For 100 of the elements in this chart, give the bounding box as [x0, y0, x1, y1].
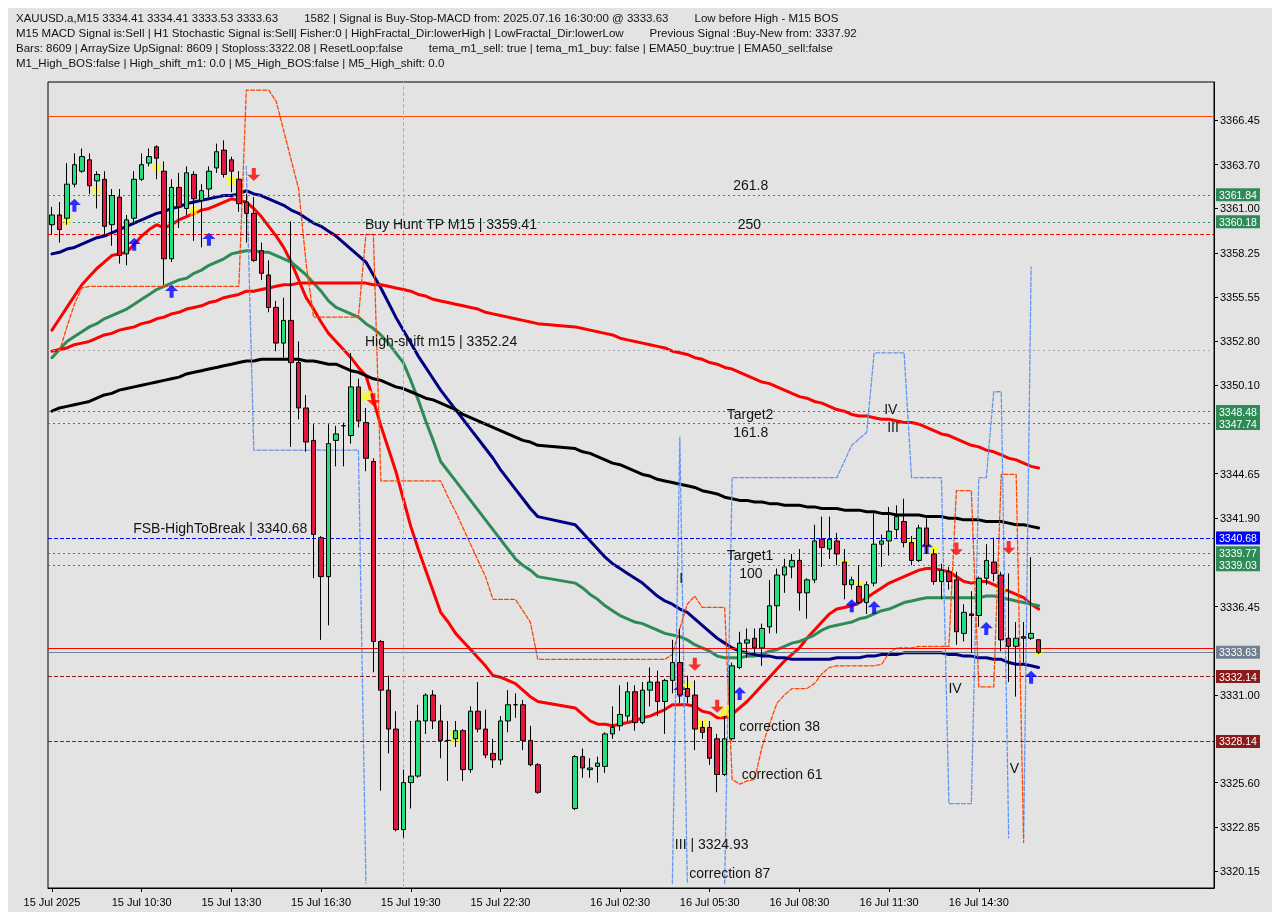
candlestick: [154, 144, 159, 180]
point: [688, 657, 702, 671]
y-tick-label: 3352.80: [1220, 335, 1260, 348]
candlestick: [528, 725, 533, 767]
annotation: correction 87: [689, 865, 771, 882]
candlestick: [259, 242, 264, 281]
candlestick: [221, 139, 227, 179]
candlestick: [610, 705, 615, 740]
annotation: 161.8: [733, 423, 769, 440]
candlestick: [438, 704, 443, 759]
y-tick-label: 3320.15: [1220, 864, 1260, 877]
candlestick: [266, 259, 271, 313]
point: [733, 686, 747, 700]
candlestick: [729, 662, 735, 741]
candlestick: [423, 692, 428, 735]
candlestick: [602, 731, 608, 774]
candlestick: [326, 423, 331, 626]
point: [845, 599, 859, 613]
point: [127, 237, 141, 251]
candlestick: [273, 300, 279, 352]
point: [1002, 540, 1016, 554]
candlestick: [700, 720, 705, 740]
candlestick: [184, 165, 189, 216]
point: [165, 284, 179, 298]
candlestick: [774, 568, 780, 634]
text: M15 MACD Signal is:Sell | H1 Stochastic Signal is:Sell| Fisher:0 | HighFractal_Dir:lowerHigh | LowFractal_Dir:lowerLow: [16, 26, 624, 40]
candlestick: [468, 705, 473, 774]
candlestick: [146, 147, 152, 167]
candlestick: [834, 532, 840, 566]
y-tick-label: 3358.25: [1220, 247, 1260, 260]
candlestick: [797, 548, 802, 612]
candlestick: [483, 709, 488, 759]
point: [710, 699, 724, 713]
candlestick: [864, 580, 869, 615]
candlestick: [64, 162, 70, 226]
candlestick: [984, 543, 989, 586]
candlestick: [251, 196, 257, 263]
candlestick: [341, 422, 346, 467]
candlestick: [1036, 639, 1041, 655]
y-tick-label: 3361.00: [1220, 202, 1260, 215]
candlestick: [401, 769, 406, 839]
candlestick: [640, 681, 645, 725]
ref-line-label: 3340.68: [1219, 532, 1258, 545]
x-tick-label: 15 Jul 2025: [23, 895, 81, 908]
x-tick-label: 16 Jul 02:30: [590, 895, 651, 908]
candlestick: [214, 143, 219, 174]
candlestick: [87, 152, 92, 195]
text: Bars: 8609 | ArraySize UpSignal: 8609 | Stoploss:3322.08 | ResetLoop:false: [16, 41, 403, 55]
point: [247, 167, 261, 181]
x-tick-label: 16 Jul 08:30: [769, 895, 830, 908]
candlestick: [998, 571, 1004, 652]
candlestick: [782, 558, 787, 594]
candlestick: [79, 147, 85, 174]
candlestick: [617, 684, 623, 732]
candlestick: [752, 628, 757, 655]
candlestick: [916, 524, 922, 563]
candlestick: [939, 563, 944, 600]
y-tick-label: 3366.45: [1220, 114, 1260, 127]
x-tick-label: 15 Jul 22:30: [470, 895, 531, 908]
y-tick-label: 3363.70: [1220, 158, 1260, 171]
annotation: IV: [884, 401, 899, 418]
candlestick: [199, 183, 204, 248]
candlestick: [102, 170, 107, 237]
text: Previous Signal :Buy-New from: 3337.92: [649, 26, 857, 40]
ref-line-label: 3339.03: [1219, 558, 1258, 571]
text: M1_High_BOS:false | High_shift_m1: 0.0 | M5_High_BOS:false | M5_High_shift: 0.0: [16, 56, 445, 70]
candlestick: [505, 689, 511, 733]
text: Low before High - M15 BOS: [694, 11, 839, 25]
point: [366, 393, 380, 407]
candlestick: [303, 394, 309, 453]
candlestick: [670, 639, 675, 694]
candlestick: [692, 679, 698, 751]
x-tick-label: 15 Jul 16:30: [291, 895, 352, 908]
ref-line-label: 3348.48: [1219, 405, 1258, 418]
candlestick: [131, 170, 137, 226]
candlestick: [767, 579, 772, 634]
candlestick: [954, 571, 959, 646]
candlestick: [856, 564, 862, 605]
candlestick: [513, 692, 518, 719]
candlestick: [109, 188, 115, 247]
candlestick: [655, 670, 660, 717]
candlestick: [961, 603, 967, 642]
annotation: III: [887, 419, 899, 436]
chart-title: XAUUSD.a,M15 3334.41 3334.41 3333.53 3333.63: [16, 11, 279, 25]
text: tema_m1_sell: true | tema_m1_buy: false | EMA50_buy:true | EMA50_sell:false: [428, 41, 833, 55]
candlestick: [789, 553, 795, 579]
y-tick-label: 3341.90: [1220, 512, 1260, 525]
candlestick: [625, 681, 630, 722]
candlestick: [842, 548, 847, 600]
candlestick: [976, 576, 982, 628]
candlestick: [759, 623, 765, 667]
y-tick-label: 3344.65: [1220, 467, 1260, 480]
candlestick: [378, 639, 384, 792]
candlestick: [206, 165, 212, 198]
candlestick: [714, 733, 720, 793]
y-tick-label: 3331.00: [1220, 689, 1260, 702]
candlestick: [311, 423, 316, 579]
candlestick: [244, 193, 249, 244]
ref-line-label: 3361.84: [1219, 188, 1258, 201]
candlestick: [490, 738, 496, 769]
